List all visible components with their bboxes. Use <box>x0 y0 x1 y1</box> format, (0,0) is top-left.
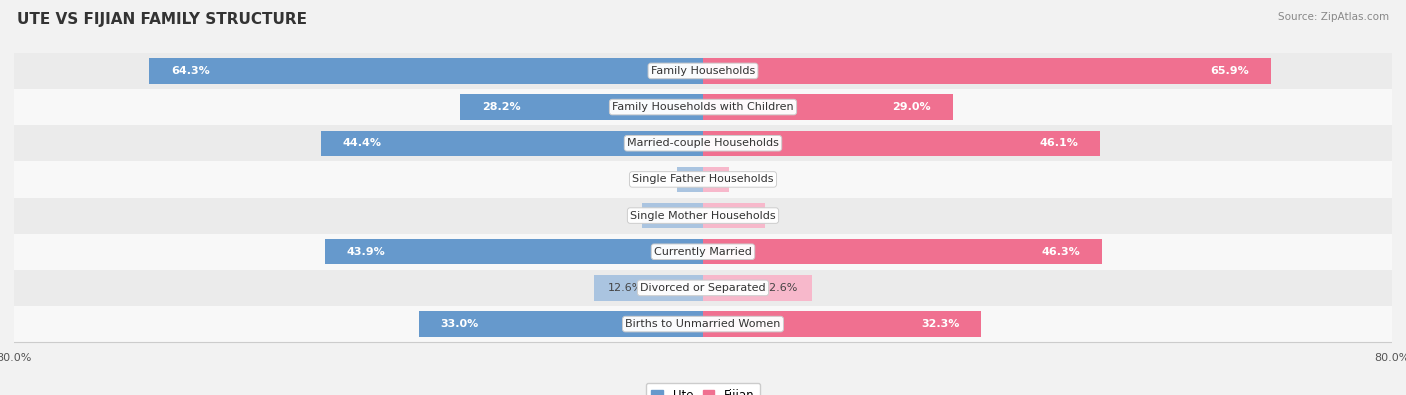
Bar <box>14 89 1392 125</box>
Bar <box>678 167 703 192</box>
Bar <box>703 58 1271 84</box>
Text: Family Households: Family Households <box>651 66 755 76</box>
Text: 12.6%: 12.6% <box>763 283 799 293</box>
Text: 46.1%: 46.1% <box>1039 138 1078 148</box>
Text: 29.0%: 29.0% <box>893 102 931 112</box>
Text: Currently Married: Currently Married <box>654 247 752 257</box>
Legend: Ute, Fijian: Ute, Fijian <box>645 383 761 395</box>
Text: Married-couple Households: Married-couple Households <box>627 138 779 148</box>
Bar <box>595 275 703 301</box>
Text: Divorced or Separated: Divorced or Separated <box>640 283 766 293</box>
Bar <box>14 53 1392 89</box>
Text: 64.3%: 64.3% <box>170 66 209 76</box>
Text: 65.9%: 65.9% <box>1211 66 1249 76</box>
Bar <box>703 131 1099 156</box>
Bar <box>703 239 1102 264</box>
Bar <box>703 311 981 337</box>
Text: UTE VS FIJIAN FAMILY STRUCTURE: UTE VS FIJIAN FAMILY STRUCTURE <box>17 12 307 27</box>
Text: 32.3%: 32.3% <box>921 319 960 329</box>
Bar <box>14 306 1392 342</box>
Text: 33.0%: 33.0% <box>440 319 478 329</box>
Bar <box>14 161 1392 198</box>
Text: Single Mother Households: Single Mother Households <box>630 211 776 220</box>
Text: 3.0%: 3.0% <box>690 175 718 184</box>
Bar <box>460 94 703 120</box>
Bar <box>703 275 811 301</box>
Text: 28.2%: 28.2% <box>482 102 520 112</box>
Text: 43.9%: 43.9% <box>346 247 385 257</box>
Text: 12.6%: 12.6% <box>607 283 643 293</box>
Bar <box>14 270 1392 306</box>
Text: Family Households with Children: Family Households with Children <box>612 102 794 112</box>
Bar <box>703 94 953 120</box>
Text: 46.3%: 46.3% <box>1042 247 1080 257</box>
Bar <box>325 239 703 264</box>
Bar <box>703 167 728 192</box>
Bar <box>14 198 1392 234</box>
Text: 7.1%: 7.1% <box>655 211 683 220</box>
Bar <box>14 234 1392 270</box>
Bar <box>703 203 765 228</box>
Text: Source: ZipAtlas.com: Source: ZipAtlas.com <box>1278 12 1389 22</box>
Text: Single Father Households: Single Father Households <box>633 175 773 184</box>
Text: 3.0%: 3.0% <box>688 175 716 184</box>
Bar <box>643 203 703 228</box>
Bar <box>14 125 1392 161</box>
Bar <box>419 311 703 337</box>
Text: Births to Unmarried Women: Births to Unmarried Women <box>626 319 780 329</box>
Bar <box>321 131 703 156</box>
Text: 7.2%: 7.2% <box>724 211 752 220</box>
Bar <box>149 58 703 84</box>
Text: 44.4%: 44.4% <box>342 138 381 148</box>
